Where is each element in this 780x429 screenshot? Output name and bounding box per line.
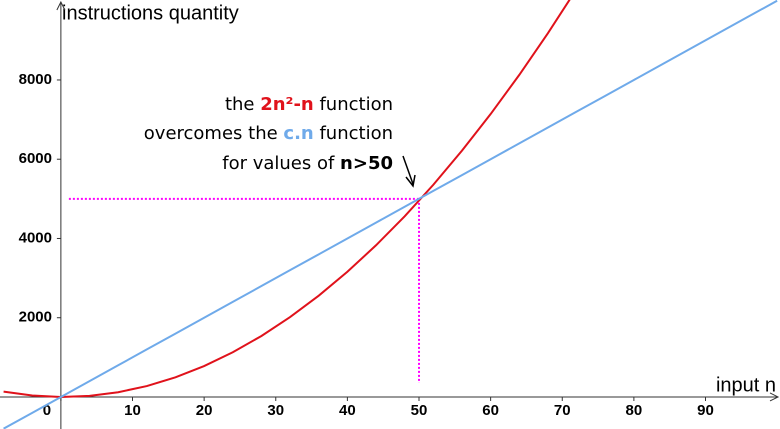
series-line <box>3 0 778 429</box>
x-tick-label: 30 <box>267 402 284 419</box>
plot-area <box>3 0 778 429</box>
annotation-line: the 2n²-n function <box>225 94 393 115</box>
y-axis-label: instructions quantity <box>62 2 239 24</box>
x-tick-label: 0 <box>43 402 51 419</box>
y-tick-label: 6000 <box>19 150 52 167</box>
x-axis-label: input n <box>716 374 776 396</box>
x-axis-arrow <box>769 392 780 402</box>
annotation-line: overcomes the c.n function <box>144 123 393 144</box>
y-tick-label: 2000 <box>19 309 52 326</box>
annotation-text: the <box>225 94 260 115</box>
x-tick-label: 60 <box>482 402 499 419</box>
x-tick-label: 50 <box>411 402 428 419</box>
annotation-arrow <box>402 155 416 188</box>
x-tick-label: 90 <box>697 402 714 419</box>
annotation-text: n>50 <box>340 153 393 174</box>
x-tick-label: 70 <box>554 402 571 419</box>
x-tick-label: 20 <box>196 402 213 419</box>
x-tick-label: 10 <box>124 402 141 419</box>
annotation-text: function <box>314 123 393 144</box>
annotation-text: function <box>314 94 393 115</box>
annotation-text: overcomes the <box>144 123 284 144</box>
annotation-text: for values of <box>222 153 340 174</box>
y-tick-label: 8000 <box>19 71 52 88</box>
annotation-text: c.n <box>283 123 313 144</box>
x-tick-label: 80 <box>626 402 643 419</box>
x-tick-label: 40 <box>339 402 356 419</box>
y-tick-label: 4000 <box>19 229 52 246</box>
annotation-line: for values of n>50 <box>222 153 393 174</box>
series-line <box>3 0 571 398</box>
annotation-text: 2n²-n <box>260 94 314 115</box>
y-axis-arrow <box>56 0 66 11</box>
